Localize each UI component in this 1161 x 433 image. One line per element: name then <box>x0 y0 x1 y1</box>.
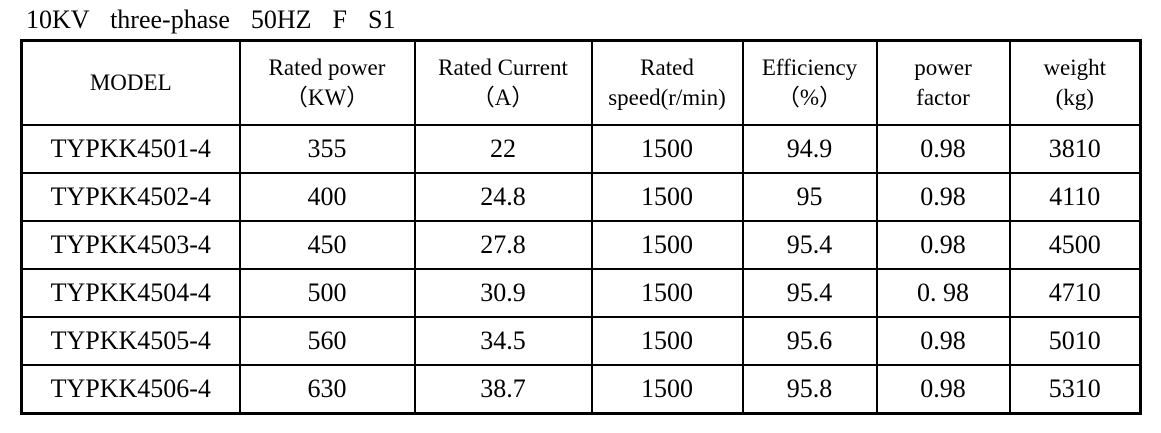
cell-efficiency: 95.4 <box>741 268 878 318</box>
header-weight-label: weight <box>1043 55 1107 80</box>
cell-model: TYPKK4503-4 <box>20 220 241 270</box>
cell-power-factor: 0. 98 <box>875 268 1011 318</box>
header-rated-current-unit: （A） <box>471 85 535 110</box>
cell-rated-current: 24.8 <box>413 172 593 222</box>
header-rated-speed: Rated speed(r/min) <box>590 39 744 126</box>
cell-model: TYPKK4506-4 <box>20 364 241 415</box>
cell-efficiency: 95.8 <box>741 364 878 415</box>
cell-efficiency: 95.6 <box>741 316 878 366</box>
cell-rated-speed: 1500 <box>590 220 744 270</box>
cell-rated-speed: 1500 <box>590 364 744 415</box>
cell-weight: 4710 <box>1008 268 1142 318</box>
cell-power-factor: 0.98 <box>875 172 1011 222</box>
cell-rated-current: 30.9 <box>413 268 593 318</box>
cell-rated-current: 34.5 <box>413 316 593 366</box>
table-row: TYPKK4503-4 450 27.8 1500 95.4 0.98 4500 <box>20 220 1142 270</box>
cell-model: TYPKK4505-4 <box>20 316 241 366</box>
cell-rated-speed: 1500 <box>590 268 744 318</box>
cell-rated-speed: 1500 <box>590 124 744 174</box>
header-rated-current-label: Rated Current <box>438 55 568 80</box>
cell-power-factor: 0.98 <box>875 364 1011 415</box>
cell-weight: 4110 <box>1008 172 1142 222</box>
table-row: TYPKK4505-4 560 34.5 1500 95.6 0.98 5010 <box>20 316 1142 366</box>
cell-rated-power: 355 <box>238 124 416 174</box>
cell-rated-power: 560 <box>238 316 416 366</box>
cell-rated-power: 450 <box>238 220 416 270</box>
header-model-label: MODEL <box>89 70 172 95</box>
cell-rated-current: 22 <box>413 124 593 174</box>
cell-rated-current: 38.7 <box>413 364 593 415</box>
cell-power-factor: 0.98 <box>875 220 1011 270</box>
cell-rated-current: 27.8 <box>413 220 593 270</box>
header-power-factor: power factor <box>875 39 1011 126</box>
header-weight: weight (kg) <box>1008 39 1142 126</box>
cell-model: TYPKK4501-4 <box>20 124 241 174</box>
cell-efficiency: 94.9 <box>741 124 878 174</box>
header-power-factor-label: power <box>914 55 972 80</box>
cell-rated-power: 630 <box>238 364 416 415</box>
header-rated-speed-label: Rated <box>640 55 694 80</box>
table-row: TYPKK4504-4 500 30.9 1500 95.4 0. 98 471… <box>20 268 1142 318</box>
header-efficiency-label: Efficiency <box>761 55 858 80</box>
header-rated-power-unit: （KW） <box>284 85 370 110</box>
header-rated-speed-unit: speed(r/min) <box>608 85 726 110</box>
table-row: TYPKK4506-4 630 38.7 1500 95.8 0.98 5310 <box>20 364 1142 415</box>
header-rated-current: Rated Current （A） <box>413 39 593 126</box>
table-row: TYPKK4501-4 355 22 1500 94.9 0.98 3810 <box>20 124 1142 174</box>
cell-power-factor: 0.98 <box>875 316 1011 366</box>
header-efficiency-unit: （%） <box>776 85 843 110</box>
header-rated-power: Rated power （KW） <box>238 39 416 126</box>
cell-efficiency: 95.4 <box>741 220 878 270</box>
header-weight-unit: (kg) <box>1055 85 1094 110</box>
header-power-factor-label-2: factor <box>916 85 970 110</box>
cell-rated-power: 400 <box>238 172 416 222</box>
header-rated-power-label: Rated power <box>268 55 386 80</box>
cell-rated-speed: 1500 <box>590 172 744 222</box>
cell-weight: 5310 <box>1008 364 1142 415</box>
header-model: MODEL <box>20 39 241 126</box>
cell-rated-power: 500 <box>238 268 416 318</box>
motor-spec-table: MODEL Rated power （KW） Rated Current （A）… <box>20 39 1142 415</box>
cell-rated-speed: 1500 <box>590 316 744 366</box>
table-caption: 10KV three-phase 50HZ F S1 <box>26 5 396 34</box>
header-efficiency: Efficiency （%） <box>741 39 878 126</box>
cell-weight: 5010 <box>1008 316 1142 366</box>
cell-model: TYPKK4504-4 <box>20 268 241 318</box>
cell-efficiency: 95 <box>741 172 878 222</box>
cell-model: TYPKK4502-4 <box>20 172 241 222</box>
cell-power-factor: 0.98 <box>875 124 1011 174</box>
header-row: MODEL Rated power （KW） Rated Current （A）… <box>20 39 1142 126</box>
table-row: TYPKK4502-4 400 24.8 1500 95 0.98 4110 <box>20 172 1142 222</box>
cell-weight: 3810 <box>1008 124 1142 174</box>
cell-weight: 4500 <box>1008 220 1142 270</box>
